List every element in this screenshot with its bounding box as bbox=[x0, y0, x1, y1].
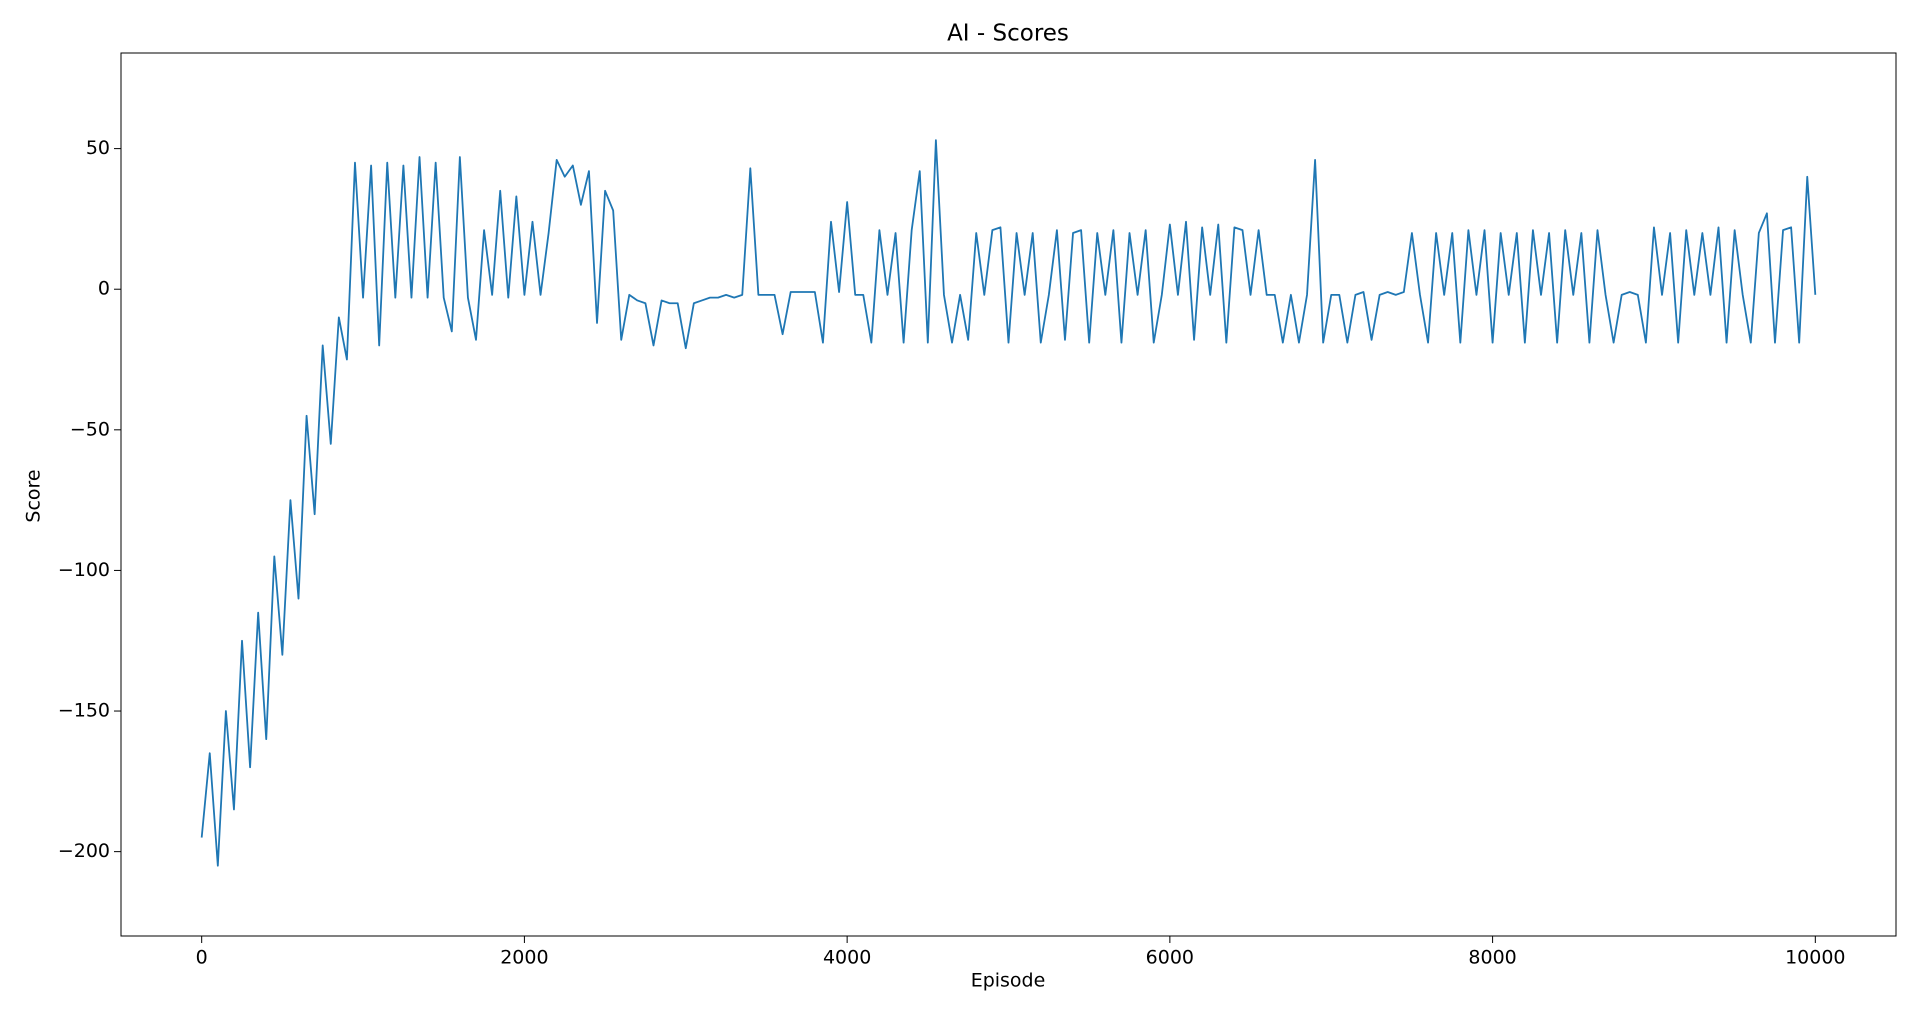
y-tick-label: 0 bbox=[98, 278, 110, 300]
x-tick-label: 2000 bbox=[500, 947, 548, 969]
y-tick-label: −100 bbox=[58, 559, 110, 581]
y-axis-label: Score bbox=[23, 469, 45, 522]
x-tick-label: 0 bbox=[196, 947, 208, 969]
chart-title: AI - Scores bbox=[947, 21, 1069, 47]
y-tick-label: −150 bbox=[58, 700, 110, 722]
score-line bbox=[200, 139, 1817, 867]
x-tick-label: 4000 bbox=[823, 947, 871, 969]
x-tick-label: 10000 bbox=[1785, 947, 1845, 969]
plot-frame bbox=[120, 52, 1897, 937]
x-tick-label: 8000 bbox=[1468, 947, 1516, 969]
x-tick-label: 6000 bbox=[1146, 947, 1194, 969]
y-tick-label: 50 bbox=[86, 137, 110, 159]
y-tick-label: −200 bbox=[58, 840, 110, 862]
x-axis-label: Episode bbox=[971, 970, 1046, 992]
y-tick-label: −50 bbox=[70, 418, 110, 440]
